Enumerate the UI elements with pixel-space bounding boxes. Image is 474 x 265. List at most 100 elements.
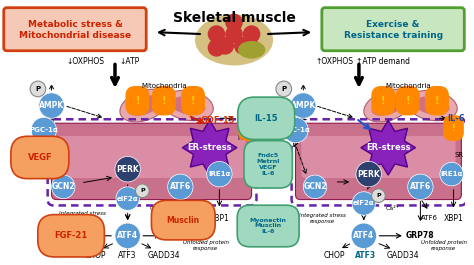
- Text: GDF-15: GDF-15: [200, 116, 235, 125]
- Text: IL-6: IL-6: [236, 114, 254, 123]
- FancyBboxPatch shape: [322, 8, 465, 51]
- Text: !: !: [381, 96, 385, 106]
- Circle shape: [351, 223, 376, 249]
- Text: Mitochondria: Mitochondria: [141, 83, 187, 89]
- Circle shape: [283, 117, 308, 143]
- Text: FGF-21: FGF-21: [55, 231, 88, 240]
- Ellipse shape: [120, 89, 169, 122]
- Text: VEGF: VEGF: [27, 153, 52, 162]
- Text: Ca²⁺: Ca²⁺: [386, 206, 400, 211]
- Text: !: !: [191, 96, 195, 106]
- Text: eIF2α: eIF2α: [117, 196, 138, 202]
- Circle shape: [30, 81, 46, 97]
- Circle shape: [303, 175, 327, 198]
- Text: SR: SR: [250, 152, 259, 157]
- Text: Fndc5
Metrnl
VEGF
IL-6: Fndc5 Metrnl VEGF IL-6: [256, 153, 280, 175]
- Text: IL-6: IL-6: [447, 114, 465, 123]
- PathPatch shape: [361, 120, 416, 175]
- Circle shape: [440, 162, 463, 186]
- Circle shape: [225, 25, 243, 43]
- Circle shape: [136, 184, 149, 198]
- Text: ATF4: ATF4: [117, 231, 138, 240]
- Text: ATF4: ATF4: [353, 231, 374, 240]
- FancyBboxPatch shape: [57, 136, 246, 178]
- Circle shape: [291, 93, 316, 118]
- Text: Unfolded protein
response: Unfolded protein response: [183, 240, 229, 251]
- Text: !: !: [405, 96, 410, 106]
- PathPatch shape: [182, 120, 237, 175]
- Text: ER-stress: ER-stress: [187, 143, 232, 152]
- Ellipse shape: [171, 96, 206, 115]
- Circle shape: [52, 175, 75, 198]
- Ellipse shape: [364, 89, 412, 122]
- Text: GCN2: GCN2: [52, 182, 75, 191]
- Circle shape: [115, 157, 140, 182]
- Text: GADD34: GADD34: [386, 251, 419, 260]
- Circle shape: [225, 14, 243, 31]
- Circle shape: [208, 25, 225, 43]
- Text: CHOP: CHOP: [85, 251, 106, 260]
- Ellipse shape: [372, 95, 405, 116]
- Text: Metabolic stress &
Mitochondrial disease: Metabolic stress & Mitochondrial disease: [19, 20, 131, 40]
- FancyBboxPatch shape: [4, 8, 146, 51]
- Text: XBP1: XBP1: [210, 214, 229, 223]
- FancyBboxPatch shape: [295, 123, 461, 200]
- Ellipse shape: [128, 95, 161, 116]
- Circle shape: [243, 39, 260, 57]
- Circle shape: [31, 117, 56, 143]
- Text: Exercise &
Resistance training: Exercise & Resistance training: [344, 20, 443, 40]
- Text: P: P: [36, 86, 40, 92]
- Text: Ca²⁺: Ca²⁺: [150, 206, 164, 211]
- Text: Mitochondria: Mitochondria: [385, 83, 430, 89]
- Circle shape: [115, 223, 140, 249]
- Text: P: P: [376, 193, 381, 198]
- Text: ATF3: ATF3: [355, 251, 376, 260]
- Text: NOX: NOX: [446, 135, 461, 141]
- Circle shape: [356, 161, 382, 187]
- Circle shape: [352, 192, 375, 215]
- Text: ATF6: ATF6: [420, 215, 438, 221]
- Circle shape: [39, 93, 64, 118]
- Text: ATF6: ATF6: [180, 215, 197, 221]
- Text: Integrated stress
response: Integrated stress response: [59, 211, 106, 222]
- Text: ↓ATP: ↓ATP: [119, 57, 140, 66]
- Circle shape: [116, 187, 139, 210]
- FancyBboxPatch shape: [52, 123, 252, 200]
- Text: Unfolded protein
response: Unfolded protein response: [421, 240, 467, 251]
- Text: ER-stress: ER-stress: [366, 143, 410, 152]
- Text: ATF6: ATF6: [410, 182, 431, 191]
- Text: AMPK: AMPK: [39, 101, 64, 110]
- Circle shape: [234, 37, 252, 55]
- Text: P: P: [281, 86, 286, 92]
- Text: IRE1α: IRE1α: [440, 171, 463, 177]
- Text: SR: SR: [455, 152, 464, 157]
- Text: P: P: [140, 188, 145, 193]
- Circle shape: [408, 174, 433, 200]
- Text: ↑OXPHOS: ↑OXPHOS: [316, 57, 354, 66]
- Text: GADD34: GADD34: [147, 251, 180, 260]
- Text: ↓OXPHOS: ↓OXPHOS: [67, 57, 105, 66]
- Text: Myonectin
Musclin
IL-6: Myonectin Musclin IL-6: [250, 218, 287, 234]
- Text: !: !: [247, 123, 251, 132]
- Text: !: !: [135, 96, 140, 106]
- Text: !: !: [435, 96, 439, 106]
- Text: CHOP: CHOP: [324, 251, 345, 260]
- Text: ATF3: ATF3: [118, 251, 137, 260]
- Circle shape: [217, 37, 234, 55]
- Circle shape: [168, 174, 193, 200]
- Text: GRP78: GRP78: [166, 231, 195, 240]
- Text: AMPK: AMPK: [291, 101, 316, 110]
- Ellipse shape: [415, 96, 449, 115]
- Text: !: !: [162, 96, 166, 106]
- Text: ATF6: ATF6: [170, 182, 191, 191]
- Text: PGC-1α: PGC-1α: [281, 127, 310, 133]
- Text: XBP1: XBP1: [444, 214, 464, 223]
- Text: Skeletal muscle: Skeletal muscle: [173, 11, 295, 25]
- Text: PGC-1α: PGC-1α: [29, 127, 58, 133]
- Circle shape: [207, 161, 232, 187]
- Text: GCN2: GCN2: [303, 182, 327, 191]
- Ellipse shape: [195, 15, 273, 65]
- Circle shape: [208, 39, 225, 57]
- Text: PERK: PERK: [357, 170, 380, 179]
- Text: PERK: PERK: [116, 165, 139, 174]
